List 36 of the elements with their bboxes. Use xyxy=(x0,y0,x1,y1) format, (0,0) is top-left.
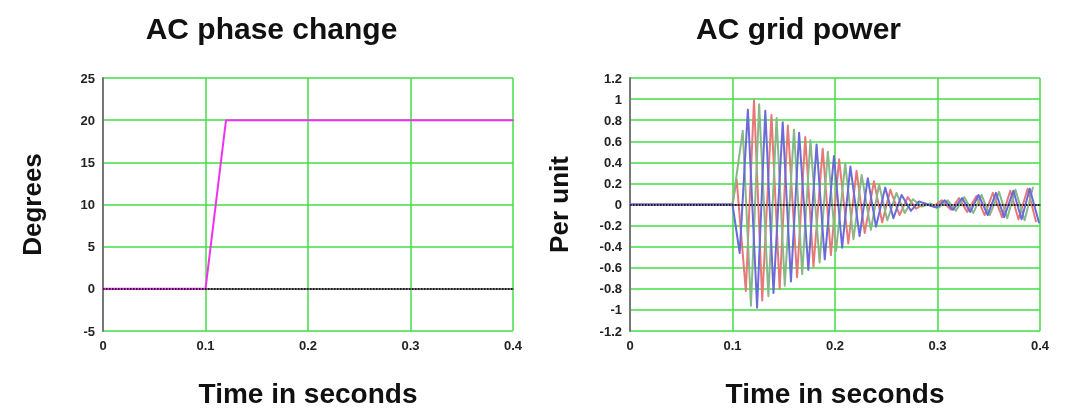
y-tick-label: 0.2 xyxy=(603,175,622,191)
y-tick-label: 15 xyxy=(80,154,95,170)
chart-title: AC grid power xyxy=(695,11,902,45)
x-tick-label: 0.1 xyxy=(723,338,742,353)
y-tick-label: -0.8 xyxy=(599,281,622,297)
x-tick-label: 0.4 xyxy=(503,338,523,353)
y-tick-label: 1 xyxy=(614,91,622,107)
y-tick-label: 0 xyxy=(87,281,95,297)
y-tick-label: 20 xyxy=(80,112,95,128)
y-tick-label: 10 xyxy=(80,197,95,212)
chart-title: AC phase change xyxy=(145,11,398,45)
y-tick-label: -1 xyxy=(610,302,622,318)
x-tick-label: 0 xyxy=(99,338,107,353)
y-tick-label: 0 xyxy=(614,197,622,212)
y-tick-label: -0.2 xyxy=(599,218,622,234)
y-tick-label: -0.6 xyxy=(599,260,622,276)
y-tick-label: -1.2 xyxy=(599,323,622,339)
y-axis-title: Degrees xyxy=(17,153,47,256)
y-tick-label: 0.6 xyxy=(603,133,622,149)
x-tick-label: 0.2 xyxy=(825,338,845,353)
x-axis-title: Time in seconds xyxy=(198,377,418,409)
y-tick-label: 0.4 xyxy=(603,154,623,170)
y-tick-label: -5 xyxy=(83,323,95,339)
y-tick-label: 5 xyxy=(87,239,95,255)
y-tick-label: 1.2 xyxy=(603,70,622,86)
x-tick-label: 0.3 xyxy=(928,338,947,353)
y-axis-title: Per unit xyxy=(544,155,574,253)
x-tick-label: 0.3 xyxy=(401,338,420,353)
y-tick-label: 25 xyxy=(80,70,95,86)
y-tick-label: 0.8 xyxy=(603,112,622,128)
x-tick-label: 0 xyxy=(626,338,634,353)
x-tick-label: 0.1 xyxy=(196,338,215,353)
y-tick-label: -0.4 xyxy=(599,239,623,255)
x-tick-label: 0.4 xyxy=(1030,338,1050,353)
x-axis-title: Time in seconds xyxy=(725,377,945,409)
x-tick-label: 0.2 xyxy=(298,338,318,353)
